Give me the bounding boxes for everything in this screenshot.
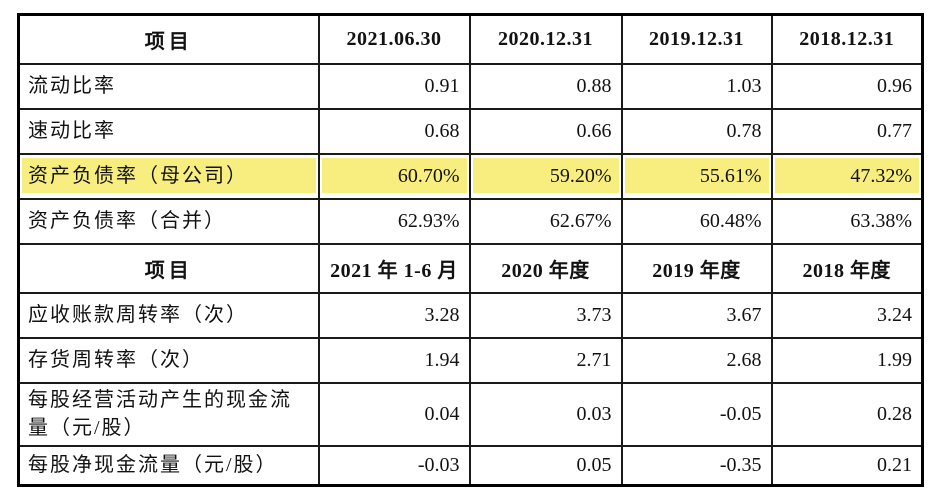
column-header-2020-fy: 2020 年度 xyxy=(468,243,623,294)
row-receivables-turnover: 应收账款周转率（次） 3.28 3.73 3.67 3.24 xyxy=(17,292,924,339)
financial-ratios-table: 项目 2021.06.30 2020.12.31 2019.12.31 2018… xyxy=(17,13,924,487)
row-debt-ratio-consolidated: 资产负债率（合并） 62.93% 62.67% 60.48% 63.38% xyxy=(17,198,924,245)
value-cell: 62.93% xyxy=(317,198,471,245)
value-cell: 0.04 xyxy=(317,381,471,448)
value-cell: -0.03 xyxy=(317,445,471,487)
column-header-item: 项目 xyxy=(17,243,320,294)
value-cell: -0.05 xyxy=(620,381,773,448)
value-cell: 0.28 xyxy=(770,381,924,448)
value-cell-highlighted: 47.32% xyxy=(770,153,924,200)
row-operating-cash-flow-per-share: 每股经营活动产生的现金流量（元/股） 0.04 0.03 -0.05 0.28 xyxy=(17,381,924,448)
value-cell: 63.38% xyxy=(770,198,924,245)
value-cell: 0.96 xyxy=(770,63,924,110)
row-debt-ratio-parent: 资产负债率（母公司） 60.70% 59.20% 55.61% 47.32% xyxy=(17,153,924,200)
column-header-2020-12-31: 2020.12.31 xyxy=(468,13,623,65)
value-cell: 0.77 xyxy=(770,108,924,155)
value-cell: 0.03 xyxy=(468,381,623,448)
column-header-2019-12-31: 2019.12.31 xyxy=(620,13,773,65)
value-text: 55.61% xyxy=(699,165,762,187)
value-cell: 60.48% xyxy=(620,198,773,245)
column-header-item: 项目 xyxy=(17,13,320,65)
value-cell: 0.66 xyxy=(468,108,623,155)
row-label-text: 资产负债率（母公司） xyxy=(28,164,248,187)
value-text: 60.70% xyxy=(397,165,460,187)
row-label: 速动比率 xyxy=(17,108,320,155)
row-current-ratio: 流动比率 0.91 0.88 1.03 0.96 xyxy=(17,63,924,110)
row-label-highlighted: 资产负债率（母公司） xyxy=(17,153,320,200)
column-header-2018-12-31: 2018.12.31 xyxy=(770,13,924,65)
value-cell: 1.99 xyxy=(770,337,924,384)
row-label: 存货周转率（次） xyxy=(17,337,320,384)
row-label: 每股净现金流量（元/股） xyxy=(17,445,320,487)
column-header-2018-fy: 2018 年度 xyxy=(770,243,924,294)
value-cell: 0.68 xyxy=(317,108,471,155)
column-header-2019-fy: 2019 年度 xyxy=(620,243,773,294)
value-cell: 1.03 xyxy=(620,63,773,110)
value-cell: 62.67% xyxy=(468,198,623,245)
value-cell-highlighted: 59.20% xyxy=(468,153,623,200)
row-label: 资产负债率（合并） xyxy=(17,198,320,245)
column-header-2021-h1: 2021 年 1-6 月 xyxy=(317,243,471,294)
value-cell: 3.67 xyxy=(620,292,773,339)
value-cell-highlighted: 55.61% xyxy=(620,153,773,200)
row-quick-ratio: 速动比率 0.68 0.66 0.78 0.77 xyxy=(17,108,924,155)
value-cell: 2.68 xyxy=(620,337,773,384)
value-cell: 0.21 xyxy=(770,445,924,487)
value-cell-highlighted: 60.70% xyxy=(317,153,471,200)
value-cell: 3.28 xyxy=(317,292,471,339)
column-header-2021-06-30: 2021.06.30 xyxy=(317,13,471,65)
header-row-balance-dates: 项目 2021.06.30 2020.12.31 2019.12.31 2018… xyxy=(17,13,924,65)
row-label: 应收账款周转率（次） xyxy=(17,292,320,339)
value-cell: 0.05 xyxy=(468,445,623,487)
value-cell: 3.24 xyxy=(770,292,924,339)
row-label: 每股经营活动产生的现金流量（元/股） xyxy=(17,381,320,448)
row-label: 流动比率 xyxy=(17,63,320,110)
value-cell: 2.71 xyxy=(468,337,623,384)
value-text: 47.32% xyxy=(850,165,912,187)
header-row-periods: 项目 2021 年 1-6 月 2020 年度 2019 年度 2018 年度 xyxy=(17,243,924,294)
value-cell: 0.88 xyxy=(468,63,623,110)
value-cell: -0.35 xyxy=(620,445,773,487)
value-cell: 0.78 xyxy=(620,108,773,155)
value-cell: 1.94 xyxy=(317,337,471,384)
row-inventory-turnover: 存货周转率（次） 1.94 2.71 2.68 1.99 xyxy=(17,337,924,384)
financial-ratios-table-container: 项目 2021.06.30 2020.12.31 2019.12.31 2018… xyxy=(17,13,924,487)
row-net-cash-flow-per-share: 每股净现金流量（元/股） -0.03 0.05 -0.35 0.21 xyxy=(17,445,924,487)
value-cell: 3.73 xyxy=(468,292,623,339)
value-text: 59.20% xyxy=(549,165,612,187)
value-cell: 0.91 xyxy=(317,63,471,110)
